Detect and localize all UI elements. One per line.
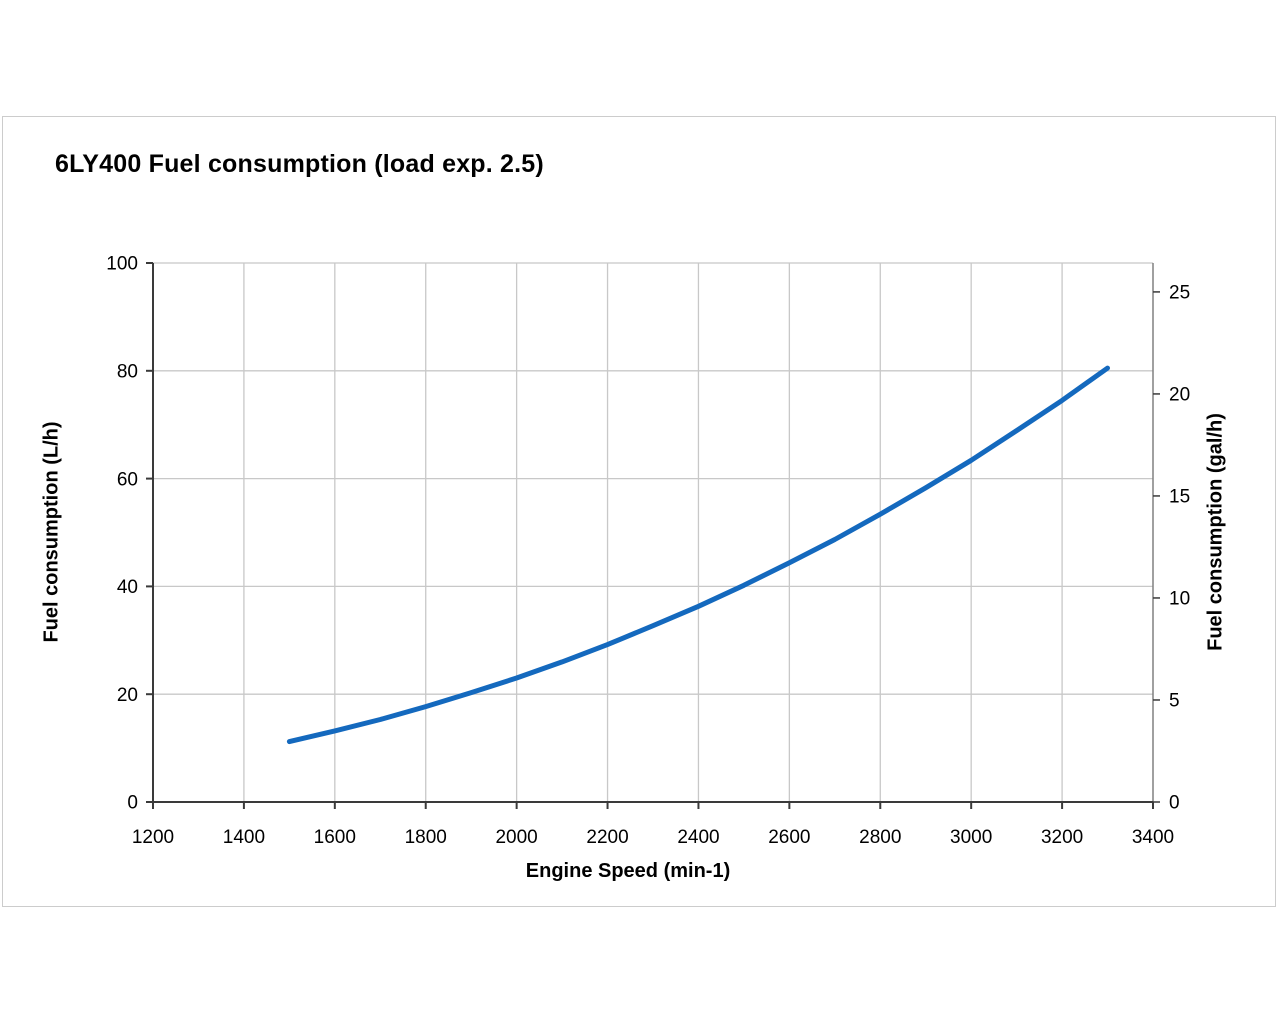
x-tick-label-3000: 3000	[950, 827, 992, 848]
x-tick-label-1800: 1800	[405, 827, 447, 848]
y-right-tick-label-0: 0	[1169, 793, 1180, 814]
y-left-tick-label-0: 0	[127, 793, 138, 814]
x-tick-label-2400: 2400	[677, 827, 719, 848]
x-tick-label-1600: 1600	[314, 827, 356, 848]
y-left-tick-label-20: 20	[117, 685, 138, 706]
chart-title: 6LY400 Fuel consumption (load exp. 2.5)	[55, 150, 544, 178]
chart-frame	[2, 116, 1276, 907]
x-tick-label-2600: 2600	[768, 827, 810, 848]
x-tick-label-1200: 1200	[132, 827, 174, 848]
y-right-tick-label-20: 20	[1169, 385, 1190, 406]
y-left-tick-label-100: 100	[106, 254, 138, 275]
x-tick-label-1400: 1400	[223, 827, 265, 848]
fuel-consumption-curve	[286, 365, 1110, 745]
y-right-tick-label-10: 10	[1169, 589, 1190, 610]
x-tick-label-2200: 2200	[586, 827, 628, 848]
y-right-tick-label-25: 25	[1169, 283, 1190, 304]
y-right-tick-label-15: 15	[1169, 487, 1190, 508]
y-left-tick-label-40: 40	[117, 577, 138, 598]
y-right-tick-label-5: 5	[1169, 691, 1180, 712]
x-tick-label-2800: 2800	[859, 827, 901, 848]
y-left-tick-label-60: 60	[117, 469, 138, 490]
x-axis-title: Engine Speed (min-1)	[525, 860, 731, 882]
x-tick-label-2000: 2000	[495, 827, 537, 848]
x-tick-label-3400: 3400	[1132, 827, 1174, 848]
x-tick-label-3200: 3200	[1041, 827, 1083, 848]
y-left-tick-label-80: 80	[117, 361, 138, 382]
